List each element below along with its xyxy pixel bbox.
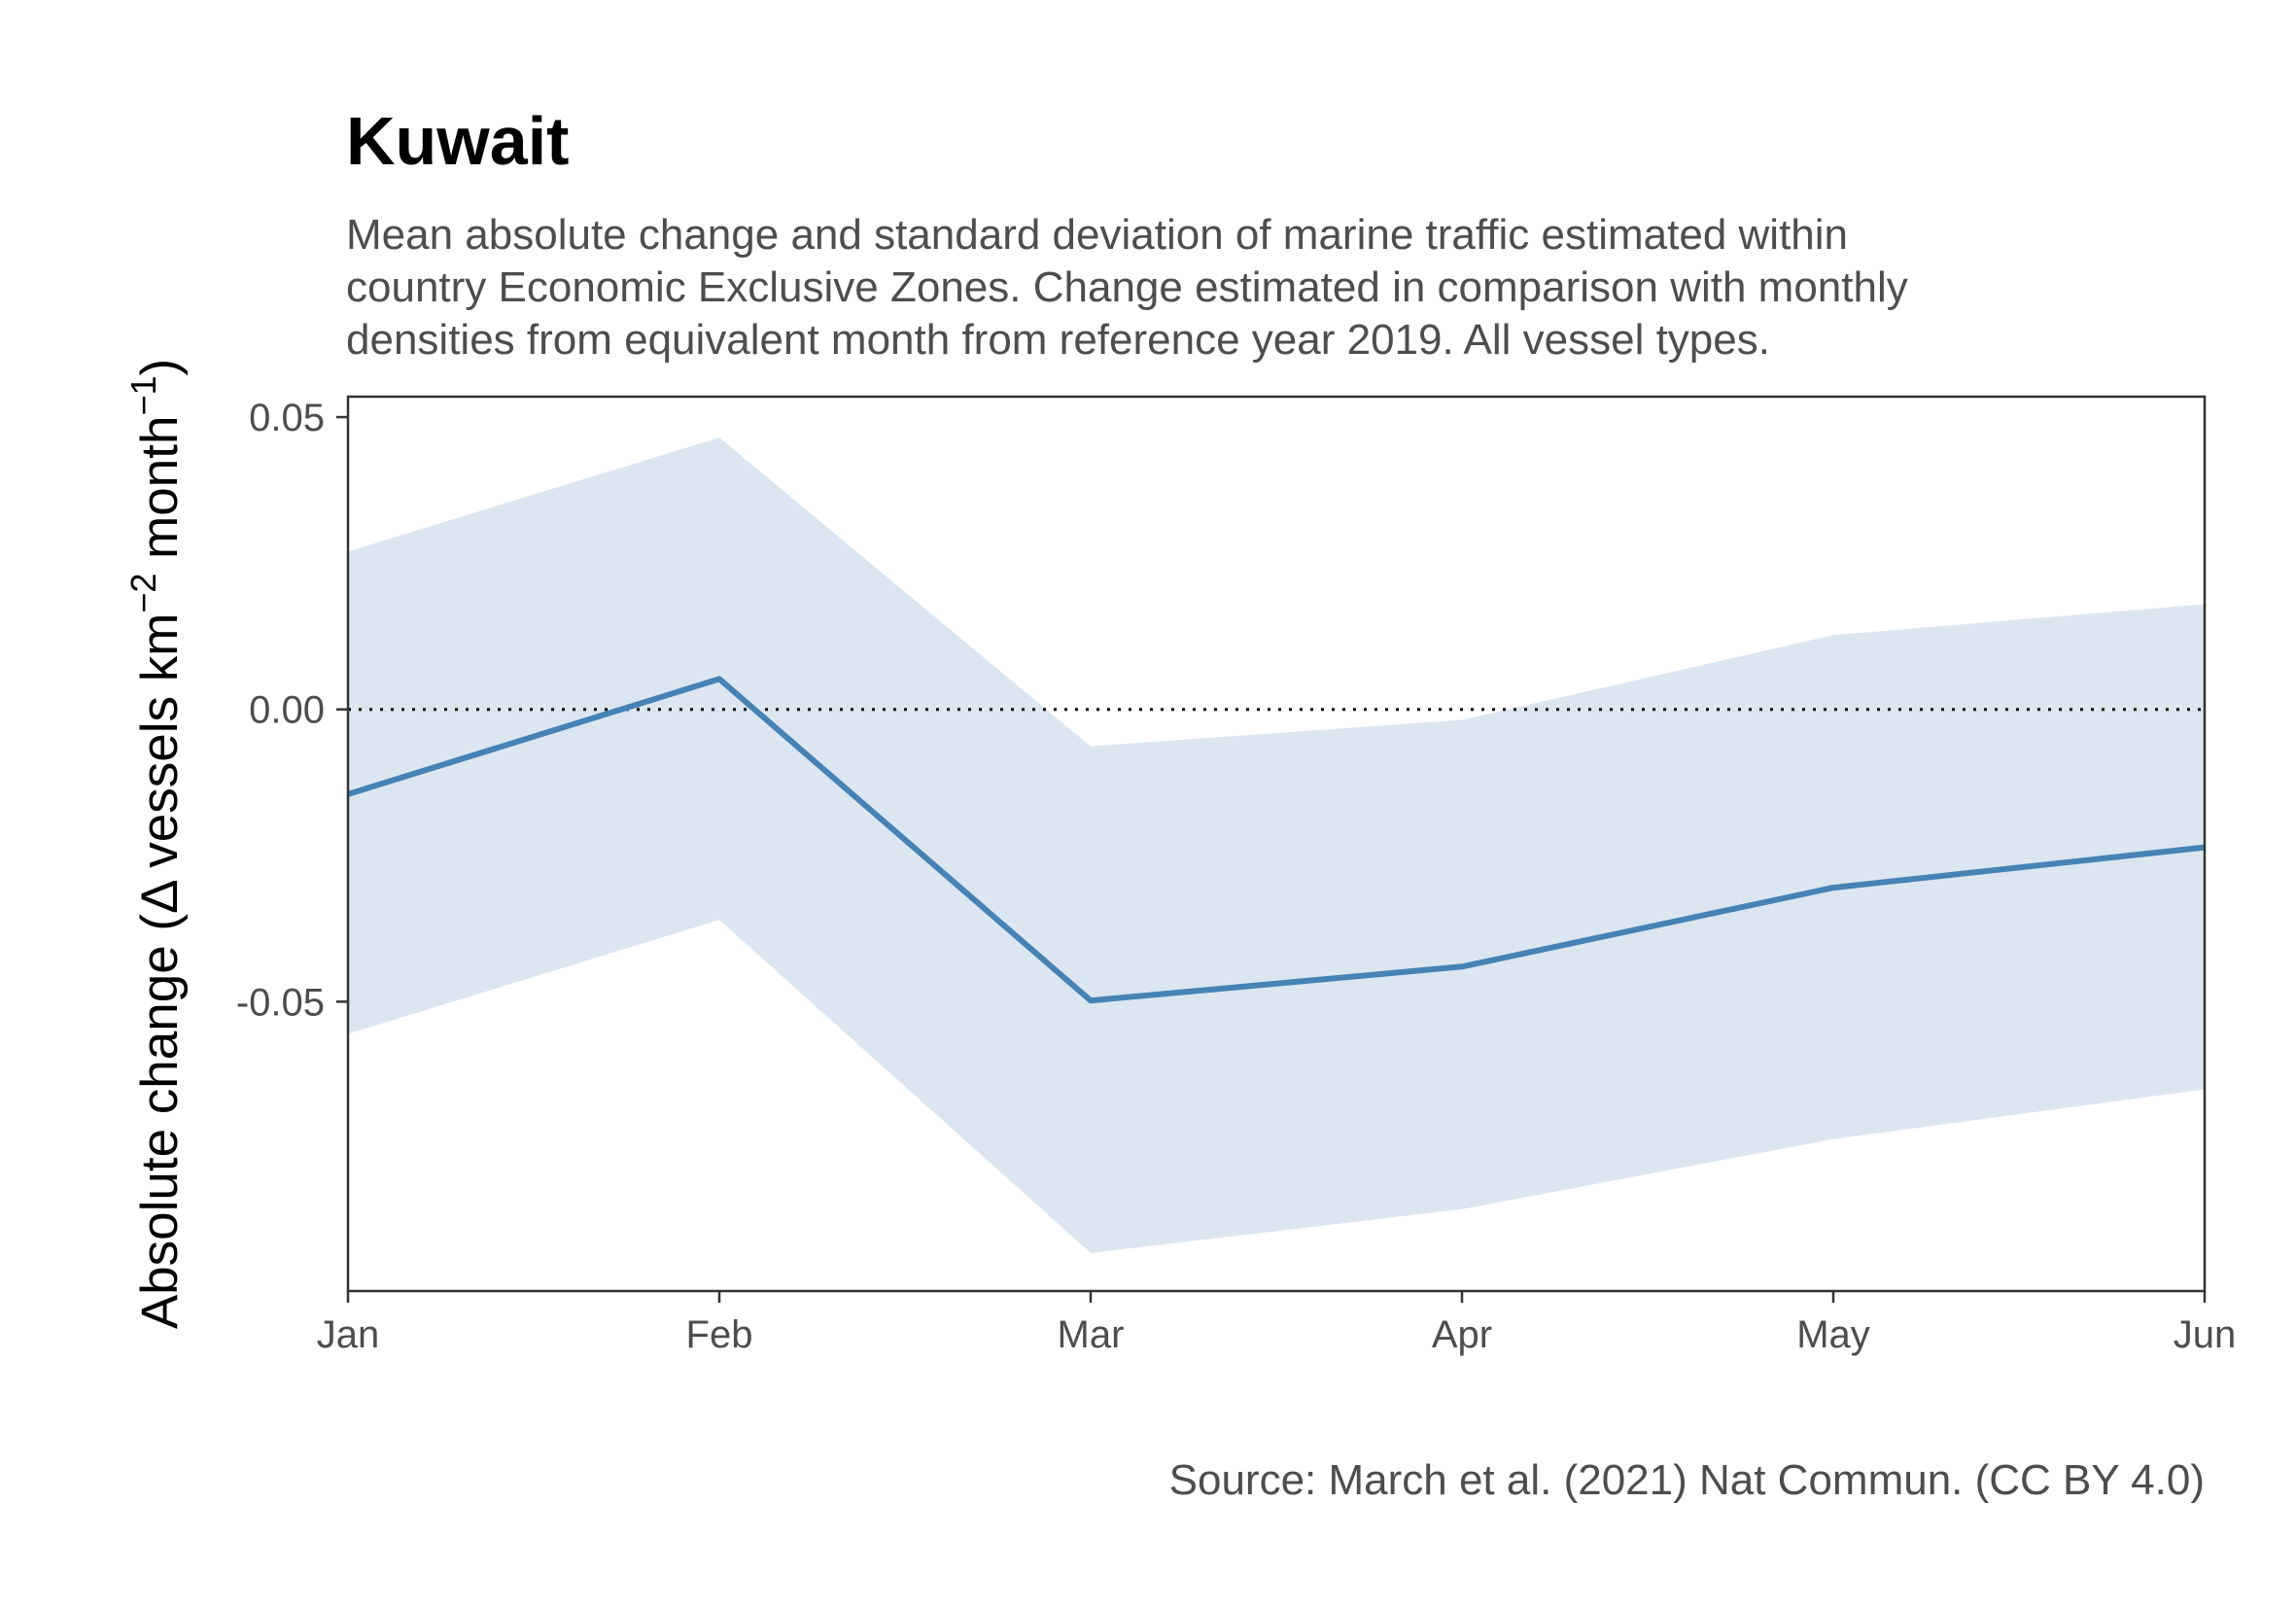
x-tick-label: Mar [1058,1313,1125,1356]
chart-caption: Source: March et al. (2021) Nat Commun. … [1169,1456,2205,1504]
y-tick-label: 0.05 [249,397,325,439]
x-axis: Jan Feb Mar Apr May Jun [317,1291,2237,1356]
y-axis: 0.05 0.00 -0.05 [236,397,348,1024]
plot-panel-border [346,395,2207,1293]
y-axis-title-prefix: Absolute change ( [131,914,189,1330]
x-tick-label: May [1796,1313,1870,1356]
y-axis-title-suffix: ) [131,359,189,376]
chart-subtitle-line-2: country Economic Exclusive Zones. Change… [346,263,1908,311]
x-tick-label: Feb [686,1313,753,1356]
x-tick-label: Jan [317,1313,380,1356]
chart-subtitle-line-1: Mean absolute change and standard deviat… [346,211,1848,259]
y-axis-title-units: vessels km [131,613,189,883]
y-tick-label: 0.00 [249,689,325,732]
y-axis-title-exponent-1: −2 [123,574,163,613]
std-deviation-band [348,437,2205,1253]
y-axis-title-units-2: month [131,416,189,574]
y-tick-label: -0.05 [236,981,325,1024]
chart-subtitle-line-3: densities from equivalent month from ref… [346,316,1770,364]
x-tick-label: Jun [2174,1313,2237,1356]
y-axis-title: Absolute change (Δ vessels km−2 month−1) [123,359,189,1329]
plot-area [346,395,2207,1293]
mean-change-line [347,676,2206,1004]
chart-title: Kuwait [346,103,569,179]
y-axis-title-delta: Δ [131,881,189,914]
y-axis-title-exponent-2: −1 [123,375,163,415]
x-tick-label: Apr [1432,1313,1492,1356]
